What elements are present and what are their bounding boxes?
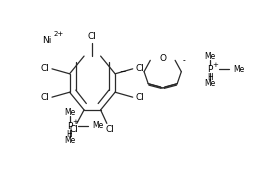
Text: Me: Me: [92, 121, 104, 130]
Text: H: H: [67, 130, 72, 139]
Text: +: +: [213, 62, 218, 68]
Text: Me: Me: [233, 65, 244, 74]
Text: Cl: Cl: [105, 125, 114, 134]
Text: P: P: [67, 122, 72, 131]
Text: Cl: Cl: [40, 64, 49, 73]
Text: Cl: Cl: [136, 93, 145, 102]
Text: +: +: [72, 119, 78, 125]
Text: Me: Me: [64, 108, 75, 117]
Text: Cl: Cl: [40, 93, 49, 102]
Text: Cl: Cl: [69, 125, 78, 134]
Text: Me: Me: [205, 52, 216, 61]
Text: −: −: [119, 67, 126, 76]
Text: Me: Me: [64, 136, 75, 145]
Text: Ni: Ni: [42, 36, 51, 45]
Text: O: O: [159, 54, 166, 63]
Text: P: P: [208, 65, 213, 74]
Text: Me: Me: [205, 79, 216, 88]
Text: Cl: Cl: [136, 64, 145, 73]
Text: 2+: 2+: [53, 31, 63, 37]
Text: H: H: [207, 73, 213, 82]
Text: -: -: [183, 56, 186, 66]
Text: Cl: Cl: [88, 32, 97, 41]
